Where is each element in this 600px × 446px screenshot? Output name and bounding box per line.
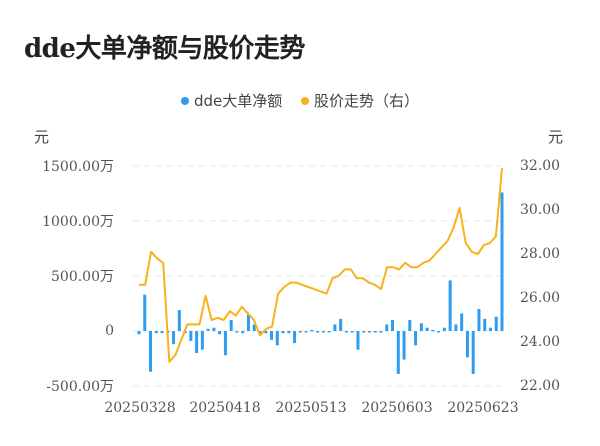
chart-title: dde大单净额与股价走势	[24, 34, 305, 64]
right-axis-unit: 元	[548, 128, 564, 146]
left-tick: 500.00万	[51, 269, 114, 285]
grid-lines	[133, 165, 506, 387]
x-tick: 20250513	[275, 400, 347, 416]
right-tick: 26.00	[520, 290, 561, 306]
left-tick: 0	[105, 323, 114, 339]
right-tick: 32.00	[520, 158, 561, 174]
price-line	[139, 168, 503, 363]
right-tick: 30.00	[520, 202, 561, 218]
x-tick: 20250328	[104, 400, 176, 416]
left-tick: -500.00万	[46, 379, 114, 395]
x-tick: 20250418	[189, 400, 261, 416]
left-tick: 1500.00万	[42, 159, 114, 175]
dde-bars	[137, 192, 504, 374]
left-tick: 1000.00万	[42, 214, 114, 230]
legend-label-price: 股价走势（右）	[314, 92, 420, 110]
legend-item-dde[interactable]: dde大单净额	[180, 90, 283, 111]
chart-legend: dde大单净额 股价走势（右）	[0, 90, 600, 111]
legend-label-dde: dde大单净额	[193, 92, 283, 110]
x-tick: 20250623	[447, 400, 519, 416]
circle-icon	[301, 96, 310, 105]
legend-item-price[interactable]: 股价走势（右）	[301, 90, 419, 111]
x-tick: 20250603	[361, 400, 433, 416]
right-tick: 28.00	[520, 246, 561, 262]
circle-icon	[180, 96, 189, 105]
left-axis-unit: 元	[34, 128, 50, 146]
right-tick: 22.00	[520, 378, 561, 394]
right-tick: 24.00	[520, 334, 561, 350]
